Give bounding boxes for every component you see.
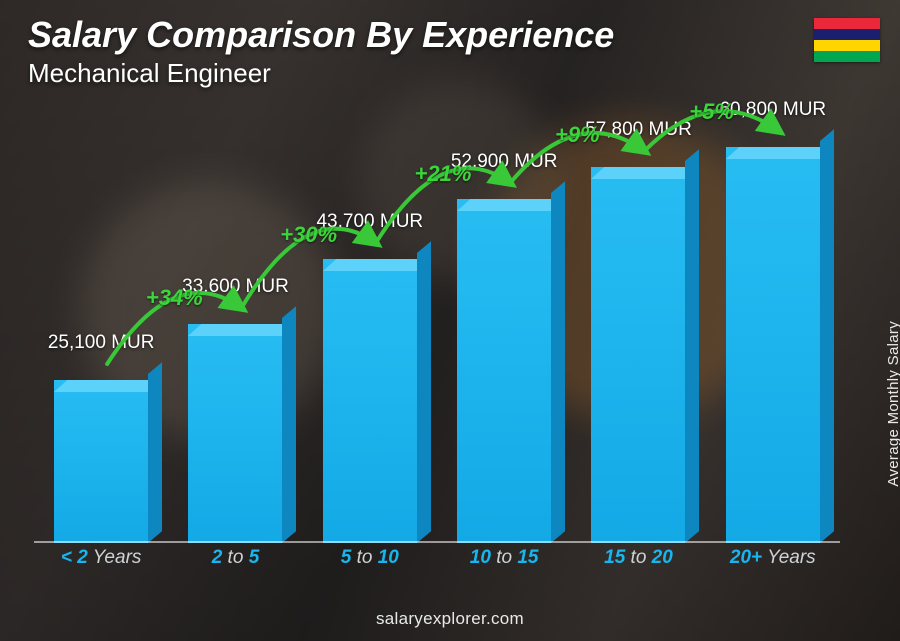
flag-stripe (814, 29, 880, 40)
y-axis-label: Average Monthly Salary (886, 321, 900, 487)
flag-stripe (814, 18, 880, 29)
x-tick: 2 to 5 (168, 547, 302, 569)
bar-value-label: 43,700 MUR (316, 211, 423, 233)
bar-value-label: 52,900 MUR (451, 151, 558, 173)
chart-baseline (34, 541, 840, 543)
footer-attribution: salaryexplorer.com (0, 609, 900, 629)
bar-column: 57,800 MUR (571, 119, 705, 543)
bar-value-label: 33,600 MUR (182, 276, 289, 298)
bar (188, 324, 282, 543)
bar (457, 199, 551, 543)
bar-value-label: 57,800 MUR (585, 119, 692, 141)
flag-mauritius (814, 18, 880, 62)
bars-container: 25,100 MUR 33,600 MUR 43,700 MUR 52,900 MUR… (34, 120, 840, 543)
bar-column: 60,800 MUR (706, 99, 840, 543)
bar (54, 380, 148, 543)
flag-stripe (814, 51, 880, 62)
bar-column: 25,100 MUR (34, 332, 168, 543)
flag-stripe (814, 40, 880, 51)
bar-value-label: 25,100 MUR (48, 332, 155, 354)
bar (323, 259, 417, 543)
chart-canvas: Salary Comparison By Experience Mechanic… (0, 0, 900, 641)
bar-column: 43,700 MUR (303, 211, 437, 543)
bar (591, 167, 685, 543)
bar-column: 33,600 MUR (168, 276, 302, 543)
x-tick: 20+ Years (706, 547, 840, 569)
x-tick: 5 to 10 (303, 547, 437, 569)
bar (726, 147, 820, 543)
x-axis: < 2 Years2 to 55 to 1010 to 1515 to 2020… (34, 547, 840, 569)
chart-area: 25,100 MUR 33,600 MUR 43,700 MUR 52,900 MUR… (34, 120, 840, 565)
bar-value-label: 60,800 MUR (719, 99, 826, 121)
chart-subtitle: Mechanical Engineer (28, 58, 271, 89)
x-tick: 10 to 15 (437, 547, 571, 569)
chart-title: Salary Comparison By Experience (28, 14, 614, 56)
bar-column: 52,900 MUR (437, 151, 571, 543)
x-tick: < 2 Years (34, 547, 168, 569)
x-tick: 15 to 20 (571, 547, 705, 569)
